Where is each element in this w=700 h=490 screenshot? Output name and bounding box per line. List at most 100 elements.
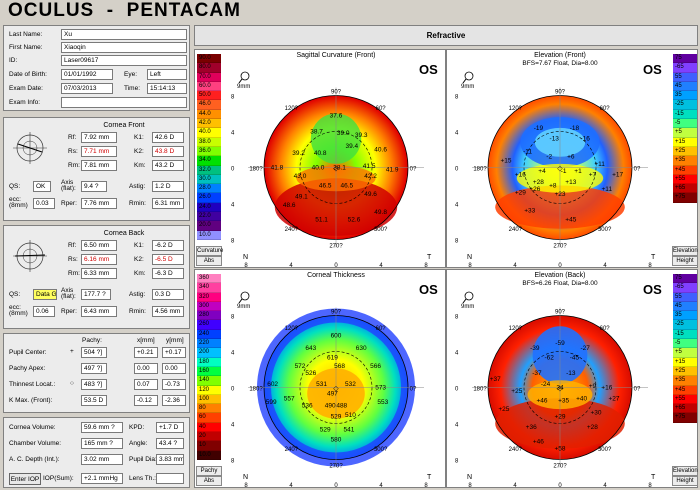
back-row-value-a[interactable]: 6.16 mm (81, 254, 117, 265)
scale-cell: 40 (197, 422, 221, 433)
thickness-map-panel[interactable]: 360 340 320 300 280 260 240 220 200 180 160 140 120 1… (194, 269, 449, 489)
back-row-value-a[interactable]: 6.50 mm (81, 240, 117, 251)
pachy-row-value[interactable]: 497 ?] (81, 363, 107, 374)
chamber-row-value-a[interactable]: 165 mm ? (81, 438, 123, 449)
map-value-label: 43.0 (294, 173, 307, 180)
pachy-row-y[interactable]: +0.17 (162, 347, 186, 358)
exam-info-field[interactable] (61, 97, 187, 108)
axis-degree-label: 180? (249, 387, 263, 393)
app-title: OCULUS - PENTACAM (8, 0, 241, 21)
x-tick-label: 4 (513, 263, 517, 269)
iop-field[interactable]: +2.1 mmHg (81, 473, 123, 484)
center-marker: ◇ (333, 166, 339, 173)
last-name-field[interactable]: Xu (61, 29, 187, 40)
axis-degree-label: 300? (598, 227, 612, 233)
pachy-row-label: K Max. (Front): (9, 397, 53, 404)
time-field[interactable]: 15:14:13 (147, 83, 187, 94)
lens-field[interactable] (156, 473, 184, 484)
x-tick-label: 4 (603, 263, 607, 269)
map-value-label: +11 (602, 186, 613, 193)
front-row-value-a[interactable]: 7.71 mm (81, 146, 117, 157)
x-tick-label: 8 (468, 483, 472, 489)
x-tick-label: 4 (289, 263, 293, 269)
x-tick-label: 8 (648, 483, 652, 489)
front-rmin-field[interactable]: 6.31 mm (152, 198, 184, 209)
scale-cell: 200 (197, 348, 221, 358)
front-row-value-b[interactable]: 42.6 D (152, 132, 184, 143)
id-label: ID: (9, 57, 18, 64)
pachy-row-x[interactable]: -0.12 (134, 395, 158, 406)
chamber-row-value-b[interactable]: 43.4 ? (156, 438, 184, 449)
pachy-row-x[interactable]: +0.21 (134, 347, 158, 358)
chamber-row-value-a[interactable]: 59.6 mm ? (81, 422, 123, 433)
dob-field[interactable]: 01/01/1992 (61, 69, 113, 80)
front-row-label-a: Rf: (68, 134, 77, 141)
front-astig-field[interactable]: 1.2 D (152, 181, 184, 192)
thickness-map-graphic[interactable]: 90?270?180? 0?120? 60?240? 300?N T8 4 0 4 884048… (223, 282, 449, 489)
pachy-row-x[interactable]: 0.07 (134, 379, 158, 390)
back-ecc-field[interactable]: 0.06 (33, 306, 55, 317)
chamber-row-value-b[interactable]: 3.83 mm (156, 454, 184, 465)
back-rper-field[interactable]: 6.43 mm (81, 306, 117, 317)
exam-date-field[interactable]: 07/03/2013 (61, 83, 113, 94)
pachy-row-y[interactable]: -0.73 (162, 379, 186, 390)
map-value-label: 39.3 (355, 132, 368, 139)
pachy-row-y[interactable]: -2.36 (162, 395, 186, 406)
back-row-value-b[interactable]: -6.5 D (152, 254, 184, 265)
magnifier-icon[interactable] (464, 71, 474, 81)
pachy-row-x[interactable]: 0.00 (134, 363, 158, 374)
magnifier-icon[interactable] (240, 291, 250, 301)
enter-iop-button[interactable]: Enter IOP (9, 473, 41, 485)
scale-cell: 55 (673, 292, 697, 302)
back-row-value-b[interactable]: -6.2 D (152, 240, 184, 251)
y-tick-label: 4 (231, 423, 235, 429)
y-tick-label: 4 (455, 351, 459, 357)
center-marker: ◇ (557, 386, 563, 393)
map-value-label: +46 (536, 397, 547, 404)
front-axis-field[interactable]: 9.4 ? (81, 181, 107, 192)
front-rper-field[interactable]: 7.76 mm (81, 198, 117, 209)
elev_back-map-graphic[interactable]: 90? 270? 180? 0? 120? 60? 240? 300? N T 8 4 0 4 8 8 4 0 4 8… (447, 282, 673, 489)
axis-degree-label: 300? (598, 447, 612, 453)
elev_back-map-panel[interactable]: 75 -65 55 45 35 -25 -15 -5 +5 +15 +25 +35 +45 +55 +65 +… (446, 269, 698, 489)
back-row-value-a[interactable]: 6.33 mm (81, 268, 117, 279)
scale-cell: 240 (197, 329, 221, 340)
front-row-value-a[interactable]: 7.92 mm (81, 132, 117, 143)
sagittal-map-panel[interactable]: 90.0 80.0 70.0 60.0 50.0 46.0 44.0 42.0 40.0 38.0… (194, 49, 449, 269)
eye-field[interactable]: Left (147, 69, 187, 80)
map-value-label: 643 (305, 345, 316, 352)
first-name-field[interactable]: Xiaoqin (61, 42, 187, 53)
map-value-label: 46.5 (319, 183, 332, 190)
axis-degree-label: 120? (285, 326, 299, 332)
thickness-scale-label-bottom: Abs (196, 476, 222, 486)
pachy-row-value[interactable]: 483 ?] (81, 379, 107, 390)
pachy-row-value[interactable]: 53.5 D (81, 395, 107, 406)
back-row-value-b[interactable]: -6.3 D (152, 268, 184, 279)
magnifier-icon[interactable] (240, 71, 250, 81)
magnifier-icon[interactable] (464, 291, 474, 301)
scale-cell: 46.0 (197, 100, 221, 110)
front-row-value-b[interactable]: 43.8 D (152, 146, 184, 157)
front-qs-field[interactable]: OK (33, 181, 51, 192)
elev_front-map-graphic[interactable]: 90? 270? 180? 0? 120? 60? 240? 300? N T 8 4 0 4 8 8 4 0 4 8… (447, 62, 673, 269)
pachy-row-value[interactable]: 504 ?] (81, 347, 107, 358)
scale-cell: 10.0 (197, 230, 221, 240)
map-value-label: 48.6 (283, 202, 296, 209)
front-ecc-field[interactable]: 0.03 (33, 198, 55, 209)
back-qs-field[interactable]: Data G (33, 289, 57, 300)
scale-cell: 300 (197, 301, 221, 312)
map-value-label: +29 (515, 190, 526, 197)
front-row-value-b[interactable]: 43.2 D (152, 160, 184, 171)
chamber-row-value-a[interactable]: 3.02 mm (81, 454, 123, 465)
chamber-row-value-b[interactable]: +1.7 D (156, 422, 184, 433)
back-rmin-field[interactable]: 4.56 mm (152, 306, 184, 317)
back-axis-field[interactable]: 177.7 ? (81, 289, 111, 300)
map-value-label: +26 (529, 186, 540, 193)
front-row-value-a[interactable]: 7.81 mm (81, 160, 117, 171)
sagittal-map-graphic[interactable]: 90?270?180? 0?120? 60?240? 300?N T8 4 0 4 884048… (223, 62, 449, 269)
id-field[interactable]: Laser09617 (61, 55, 187, 66)
back-astig-field[interactable]: 0.3 D (152, 289, 184, 300)
map-value-label: 600 (331, 333, 342, 340)
elev_front-map-panel[interactable]: 75 -65 55 45 35 -25 -15 -5 +5 +15 +25 +35 +45 +55 +65 +… (446, 49, 698, 269)
pachy-row-y[interactable]: 0.00 (162, 363, 186, 374)
